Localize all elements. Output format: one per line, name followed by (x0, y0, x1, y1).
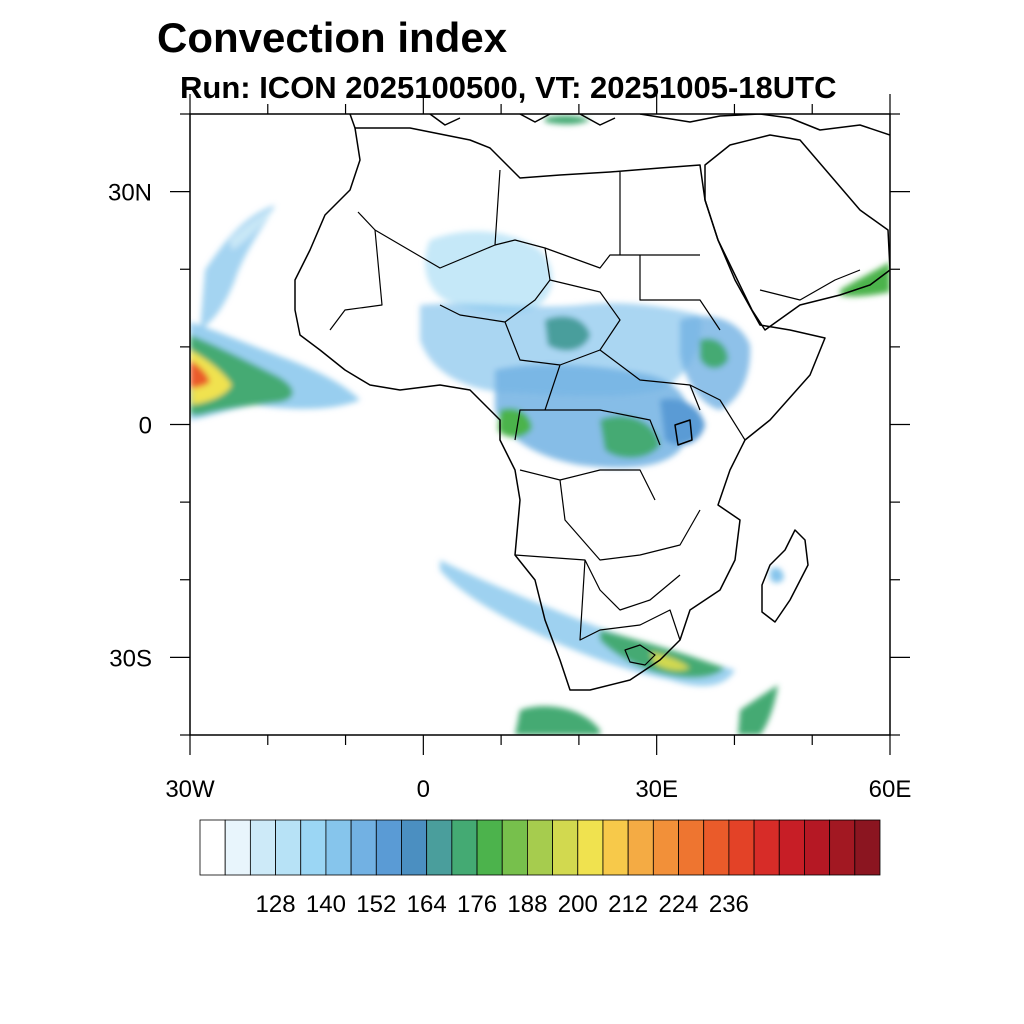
colorbar-swatch (476, 819, 503, 876)
colorbar-label: 224 (658, 891, 698, 918)
convection-area-madagascar (770, 567, 784, 583)
convection-area-southern-africa-peak (650, 652, 690, 671)
colorbar-swatch (804, 819, 831, 876)
colorbar-label: 164 (407, 891, 447, 918)
y-tick-label: 30N (108, 180, 152, 207)
y-tick-label: 0 (139, 413, 152, 440)
axis-ticks: 30W 0 30E 60E 30N 0 30S (108, 94, 911, 803)
chart-title: Convection index (157, 14, 508, 61)
colorbar-swatch (224, 819, 251, 876)
colorbar-swatch (350, 819, 377, 876)
convection-area-central-africa-core (545, 316, 590, 351)
colorbar-swatch (527, 819, 553, 876)
colorbar: 128 140 152 164 176 188 200 212 224 236 (199, 819, 881, 918)
colorbar-swatch (778, 819, 805, 876)
convection-area-ethiopia-core (700, 338, 728, 369)
colorbar-label: 128 (256, 891, 296, 918)
colorbar-label: 236 (709, 891, 749, 918)
convection-area-red-sea-arabia (840, 262, 890, 297)
colorbar-swatch (275, 819, 302, 876)
country-borders (329, 169, 861, 666)
colorbar-label: 140 (306, 891, 346, 918)
colorbar-swatch (627, 819, 654, 876)
lake-victoria (674, 419, 693, 446)
colorbar-label: 152 (356, 891, 396, 918)
x-tick-label: 30W (165, 776, 215, 803)
convection-area-atlantic-itcz-max (190, 360, 210, 388)
colorbar-swatch (249, 819, 276, 876)
colorbar-swatch (602, 819, 629, 876)
colorbar-swatch (375, 819, 402, 876)
convection-area-west-africa (425, 231, 553, 314)
y-tick-label: 30S (109, 645, 152, 672)
colorbar-swatch (577, 819, 604, 876)
colorbar-swatch (501, 819, 528, 876)
colorbar-swatch (401, 819, 428, 876)
arabia-coastline (704, 134, 890, 331)
convection-area-north-atlantic-2 (230, 208, 275, 250)
colorbar-swatch (552, 819, 579, 876)
x-tick-label: 30E (635, 776, 678, 803)
colorbar-label: 188 (507, 891, 547, 918)
colorbar-swatch (753, 819, 780, 876)
coastlines (294, 114, 890, 691)
colorbar-swatch (199, 819, 226, 876)
convection-area-southern-africa-core (600, 630, 725, 678)
europe-coastline (349, 114, 890, 136)
colorbar-label: 200 (558, 891, 598, 918)
x-tick-label: 0 (417, 776, 430, 803)
x-tick-label: 60E (869, 776, 912, 803)
colorbar-swatch (703, 819, 730, 876)
colorbar-swatch (728, 819, 755, 876)
colorbar-swatch (300, 819, 327, 876)
colorbar-swatch (451, 819, 478, 876)
convection-area-congo-core (600, 416, 660, 458)
colorbar-swatch (854, 819, 881, 876)
africa-coastline (294, 127, 826, 691)
convection-area-atlantic-itcz-peak (190, 350, 232, 405)
colorbar-swatch (426, 819, 453, 876)
madagascar-coastline (761, 529, 809, 623)
colorbar-swatch (678, 819, 705, 876)
colorbar-swatch (652, 819, 679, 876)
convection-area-north-atlantic (200, 205, 275, 330)
convection-area-gabon (498, 408, 532, 438)
convection-area-south-atlantic (515, 706, 600, 735)
convection-area-med (545, 115, 590, 125)
convection-area-south-indian (738, 685, 778, 735)
convection-field (190, 115, 890, 735)
colorbar-swatch (829, 819, 856, 876)
colorbar-label: 212 (608, 891, 648, 918)
chart-subtitle: Run: ICON 2025100500, VT: 20251005-18UTC (180, 70, 837, 105)
colorbar-label: 176 (457, 891, 497, 918)
colorbar-swatch (325, 819, 352, 876)
